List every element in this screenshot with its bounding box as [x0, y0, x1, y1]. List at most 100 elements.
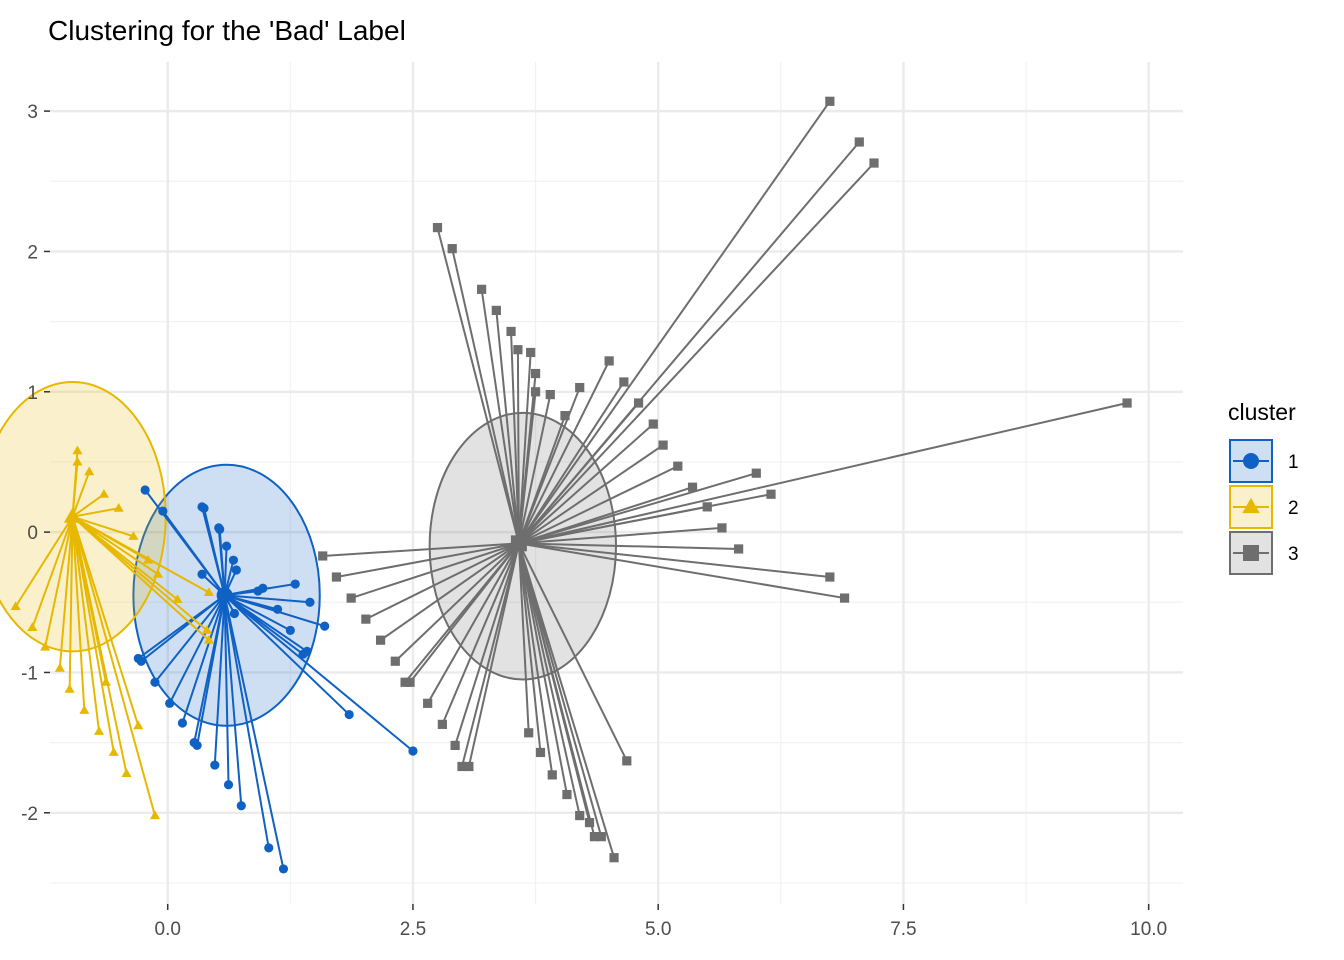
cluster-3-segment [480, 289, 520, 544]
cluster-1-point [192, 740, 202, 751]
cluster-3-point [400, 677, 410, 687]
cluster-3-segment [516, 349, 520, 544]
cluster-1-point [215, 524, 225, 534]
cluster-2-segment [31, 516, 74, 628]
cluster-1-point [264, 843, 274, 853]
cluster-2-point [113, 503, 124, 512]
cluster-2-point [72, 445, 83, 455]
legend-key-marker-3 [1243, 545, 1259, 561]
cluster-1-segment [181, 594, 226, 724]
cluster-1-segment [154, 594, 226, 683]
legend: cluster 1 2 3 [1228, 399, 1299, 575]
cluster-1-segment [218, 529, 226, 596]
cluster-2-point [201, 625, 213, 634]
cluster-1-segment [213, 595, 226, 766]
y-tick-label: -2 [21, 804, 38, 825]
cluster-1-point [278, 864, 289, 874]
cluster-2-centroid [63, 507, 82, 523]
cluster-3-segment [518, 444, 664, 545]
cluster-1-point [229, 608, 240, 619]
cluster-2-segment [71, 493, 105, 518]
cluster-1-segment [203, 508, 226, 596]
cluster-1-point [150, 677, 160, 687]
cluster-3-point [457, 761, 467, 772]
cluster-3-segment [518, 402, 1128, 545]
cluster-2-point [203, 587, 214, 596]
cluster-3-point [622, 756, 632, 766]
cluster-2-point [10, 601, 21, 610]
cluster-3-segment [518, 465, 679, 545]
x-tick-label: 2.5 [400, 919, 426, 940]
cluster-2-point [84, 466, 95, 476]
cluster-3-segment [517, 542, 628, 762]
cluster-3-segment [441, 542, 520, 725]
cluster-3-segment [365, 542, 520, 621]
cluster-3-point [596, 832, 606, 842]
cluster-1-point [236, 801, 246, 811]
legend-label-1: 1 [1288, 452, 1299, 473]
cluster-3-point [717, 523, 727, 533]
cluster-2-point [108, 747, 119, 756]
cluster-2-segment [71, 516, 140, 727]
cluster-2-point [79, 705, 90, 714]
cluster-2-point [93, 726, 105, 735]
cluster-3-segment [518, 526, 723, 545]
cluster-1-point [320, 621, 330, 631]
cluster-3-point [447, 244, 457, 254]
legend-key-marker-2 [1242, 497, 1260, 514]
cluster-2-point [98, 488, 110, 498]
cluster-3-point [589, 832, 600, 842]
cluster-3-segment [336, 542, 520, 579]
cluster-3-point [535, 747, 546, 758]
cluster-3-point [361, 614, 371, 624]
cluster-2-segment [44, 516, 74, 648]
cluster-3-point [545, 389, 555, 400]
cluster-3-point [839, 593, 850, 603]
x-tick-label: 10.0 [1130, 919, 1167, 940]
cluster-3-point [562, 789, 572, 800]
cluster-1-centroid [216, 587, 233, 604]
cluster-1-point [158, 506, 168, 516]
y-tick-label: 3 [27, 102, 38, 123]
cluster-2-point [203, 634, 214, 644]
cluster-3-point [825, 572, 835, 582]
cluster-3-point [687, 482, 698, 492]
cluster-3-point [673, 461, 683, 471]
cluster-2-point [27, 622, 38, 632]
cluster-3-point [437, 719, 447, 729]
cluster-3-segment [495, 310, 520, 544]
cluster-3-point [405, 677, 415, 687]
x-tick-label: 0.0 [155, 919, 181, 940]
cluster-3-segment [409, 542, 520, 683]
cluster-3-segment [518, 423, 654, 545]
cluster-3-segment [518, 162, 875, 545]
cluster-3-segment [517, 352, 532, 544]
cluster-1-segment [223, 595, 270, 849]
cluster-3-segment [518, 542, 830, 579]
legend-label-3: 3 [1288, 544, 1299, 565]
cluster-3-segment [518, 472, 757, 545]
cluster-2-point [100, 677, 111, 686]
cluster-segments [14, 100, 1128, 870]
cluster-1-point [253, 586, 263, 596]
cluster-3-point [423, 698, 433, 708]
cluster-1-point [223, 780, 234, 790]
cluster-3-point [575, 382, 585, 393]
cluster-2-segment [71, 516, 128, 774]
cluster-1-point [199, 503, 209, 513]
y-tick-label: -1 [21, 663, 38, 684]
y-axis: -2 -1 0 1 2 3 [21, 102, 50, 825]
cluster-2-point [40, 641, 51, 651]
cluster-3-segment [517, 360, 611, 544]
cluster-2-segment [71, 471, 91, 518]
cluster-3-segment [518, 493, 772, 545]
cluster-3-segment [518, 100, 831, 544]
cluster-1-point [228, 555, 239, 565]
cluster-1-segment [196, 595, 226, 746]
cluster-3-segment [517, 391, 537, 544]
cluster-3-point [702, 502, 712, 512]
cluster-2-point [121, 768, 132, 777]
legend-label-2: 2 [1288, 498, 1299, 519]
cluster-3-point [648, 419, 658, 429]
